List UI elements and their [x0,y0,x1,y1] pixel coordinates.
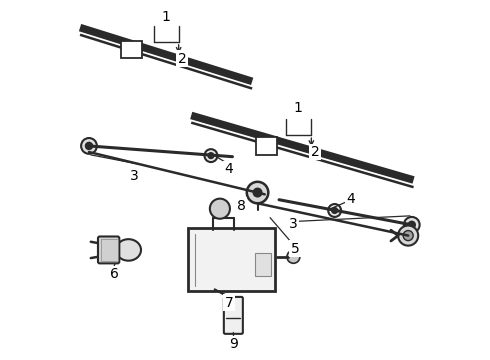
FancyBboxPatch shape [224,297,243,334]
Circle shape [404,217,419,233]
Text: 4: 4 [346,192,355,206]
Circle shape [253,188,262,197]
Text: 3: 3 [289,217,298,231]
Circle shape [408,221,416,228]
Text: 9: 9 [229,337,238,351]
Circle shape [204,149,218,162]
FancyBboxPatch shape [188,228,275,291]
Text: 5: 5 [291,242,299,256]
FancyBboxPatch shape [255,253,271,276]
FancyBboxPatch shape [122,41,143,58]
FancyBboxPatch shape [256,137,277,154]
Text: 7: 7 [224,296,233,310]
Circle shape [328,204,341,217]
Circle shape [208,153,214,158]
Circle shape [81,138,97,154]
Text: 2: 2 [311,145,319,159]
Circle shape [210,199,230,219]
Text: 1: 1 [294,101,302,115]
Circle shape [403,230,413,240]
Text: 8: 8 [237,199,246,213]
Ellipse shape [116,239,141,261]
Text: 4: 4 [224,162,233,176]
Circle shape [247,182,269,203]
Text: 1: 1 [162,10,171,24]
Text: 2: 2 [178,52,187,66]
Text: 3: 3 [129,170,138,183]
Circle shape [215,204,225,214]
Circle shape [332,208,338,213]
Circle shape [287,250,300,263]
FancyBboxPatch shape [98,237,119,264]
Circle shape [398,226,418,246]
Circle shape [85,143,93,149]
Text: 6: 6 [110,267,119,281]
